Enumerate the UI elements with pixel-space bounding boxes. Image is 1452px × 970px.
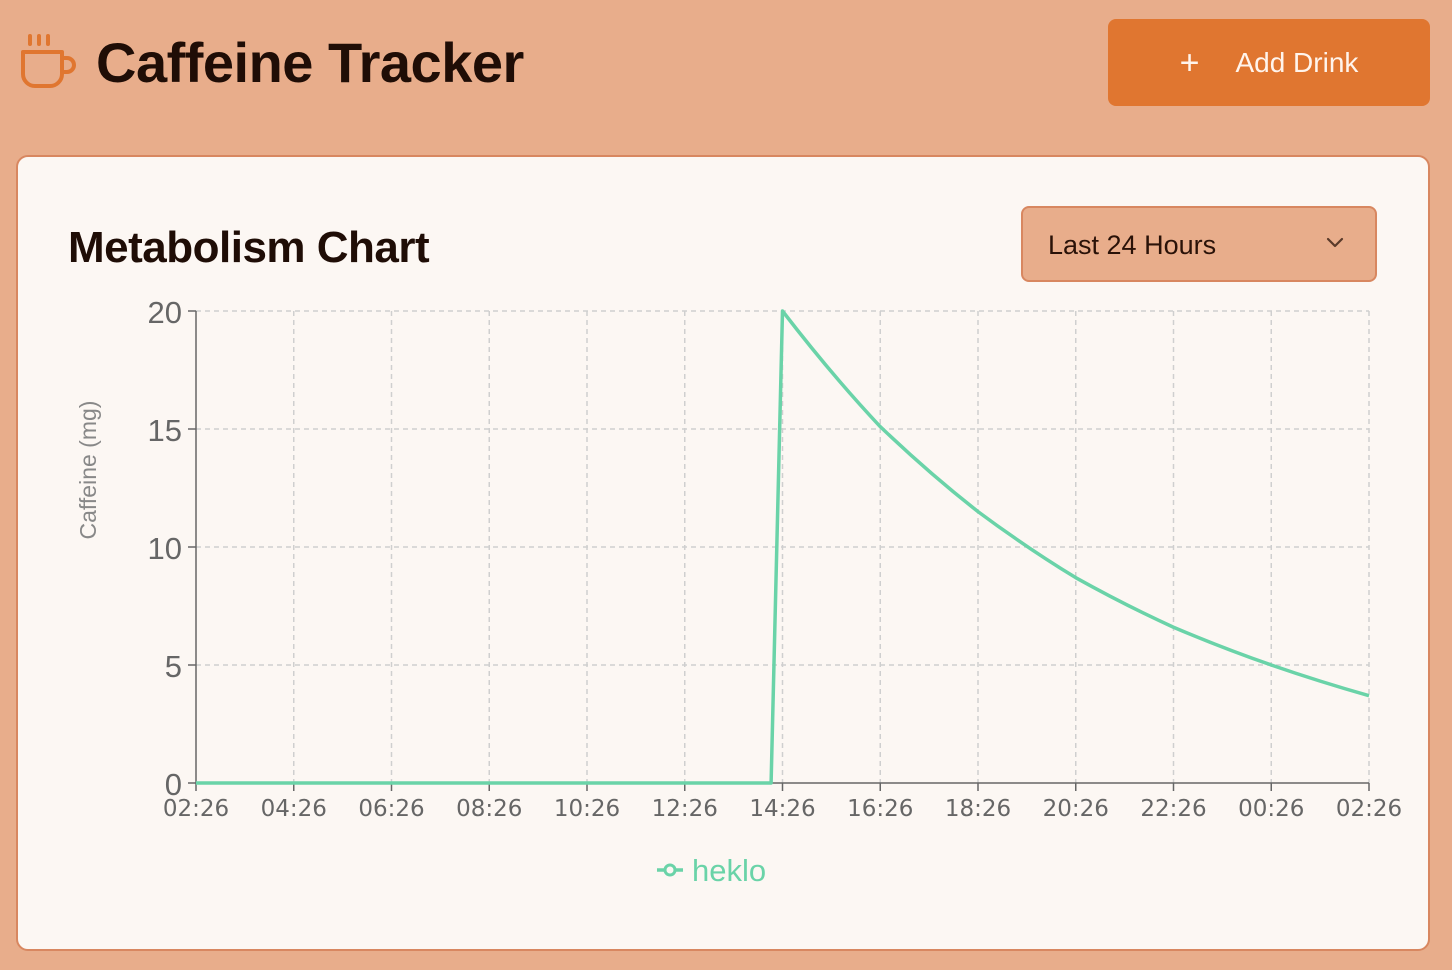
legend-marker-circle [663,863,677,877]
time-range-select[interactable]: Last 24 Hours [1021,206,1377,282]
coffee-cup-icon [21,34,76,88]
chart-card-title: Metabolism Chart [68,223,430,272]
y-tick-label: 5 [165,649,182,684]
time-range-value: Last 24 Hours [1048,230,1217,260]
y-tick-label: 0 [165,767,182,802]
x-tick-label: 20:26 [1043,796,1109,822]
x-tick-label: 14:26 [749,796,815,822]
x-tick-label: 16:26 [847,796,913,822]
x-tick-label: 22:26 [1140,796,1206,822]
x-tick-label: 18:26 [945,796,1011,822]
x-tick-label: 08:26 [456,796,522,822]
app-header: Caffeine Tracker + Add Drink [0,0,1452,130]
y-axis-label: Caffeine (mg) [75,401,101,540]
y-tick-label: 10 [148,531,182,566]
x-tick-label: 04:26 [261,796,327,822]
y-tick-label: 15 [148,413,182,448]
legend-item-label: heklo [692,853,766,888]
add-drink-label: Add Drink [1235,46,1359,78]
chevron-down-icon [1326,237,1344,248]
y-tick-label: 20 [148,295,182,330]
metabolism-chart-card: Metabolism Chart Last 24 Hours [16,155,1430,951]
x-tick-label: 12:26 [652,796,718,822]
app-title: Caffeine Tracker [96,31,524,94]
x-tick-label: 02:26 [1336,796,1402,822]
plus-icon: + [1179,43,1200,82]
series-line-heklo [196,309,1370,785]
x-tick-label: 10:26 [554,796,620,822]
x-tick-label: 02:26 [163,796,229,822]
x-tick-label: 06:26 [358,796,424,822]
add-drink-button[interactable]: + Add Drink [1108,19,1430,106]
x-tick-label: 00:26 [1238,796,1304,822]
